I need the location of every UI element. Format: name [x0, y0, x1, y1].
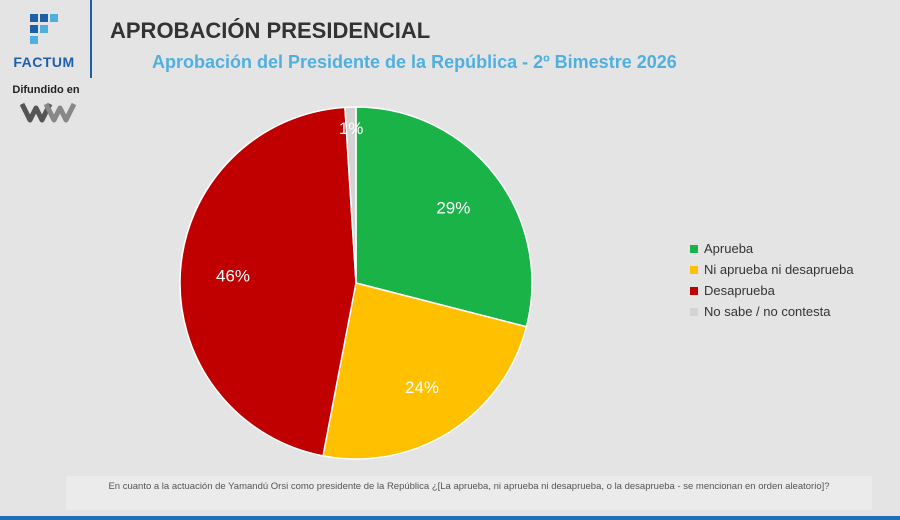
legend-item-desaprueba: Desaprueba [690, 280, 854, 301]
pie-slice-no-sabe [344, 106, 357, 284]
legend-label: Ni aprueba ni desaprueba [704, 262, 854, 277]
pie-slice-desaprueba [179, 106, 357, 457]
header-divider [90, 0, 92, 78]
factum-logo: FACTUM [0, 0, 92, 130]
pie-label-ni-aprueba: 24% [405, 378, 439, 397]
factum-logo-icon [30, 14, 58, 44]
chart-legend: Aprueba Ni aprueba ni desaprueba Desaprueb… [690, 238, 854, 322]
page-subtitle: Aprobación del Presidente de la Repúblic… [152, 52, 677, 72]
pie-label-desaprueba: 46% [216, 266, 250, 285]
legend-swatch [690, 244, 698, 253]
legend-swatch [690, 265, 698, 274]
legend-label: Aprueba [704, 241, 754, 256]
legend-item-aprueba: Aprueba [690, 238, 854, 259]
brand-name: FACTUM [13, 54, 75, 70]
legend-item-ni-aprueba: Ni aprueba ni desaprueba [690, 259, 854, 280]
pie-label-no-sabe: 1% [339, 119, 364, 138]
pie-slice-ni-aprueba [322, 282, 528, 460]
page-title: APROBACIÓN PRESIDENCIAL [110, 18, 431, 43]
broadcast-label: Difundido en [12, 84, 80, 96]
broadcast-network-logo [20, 102, 76, 123]
bottom-bar [0, 516, 900, 520]
legend-swatch [690, 307, 698, 316]
legend-label: No sabe / no contesta [704, 304, 831, 319]
survey-question: En cuanto a la actuación de Yamandú Orsi… [66, 476, 872, 510]
pie-slice-aprueba [355, 106, 533, 328]
pie-label-aprueba: 29% [436, 198, 470, 217]
legend-swatch [690, 286, 698, 295]
legend-label: Desaprueba [704, 283, 775, 298]
legend-item-no-sabe: No sabe / no contesta [690, 301, 854, 322]
